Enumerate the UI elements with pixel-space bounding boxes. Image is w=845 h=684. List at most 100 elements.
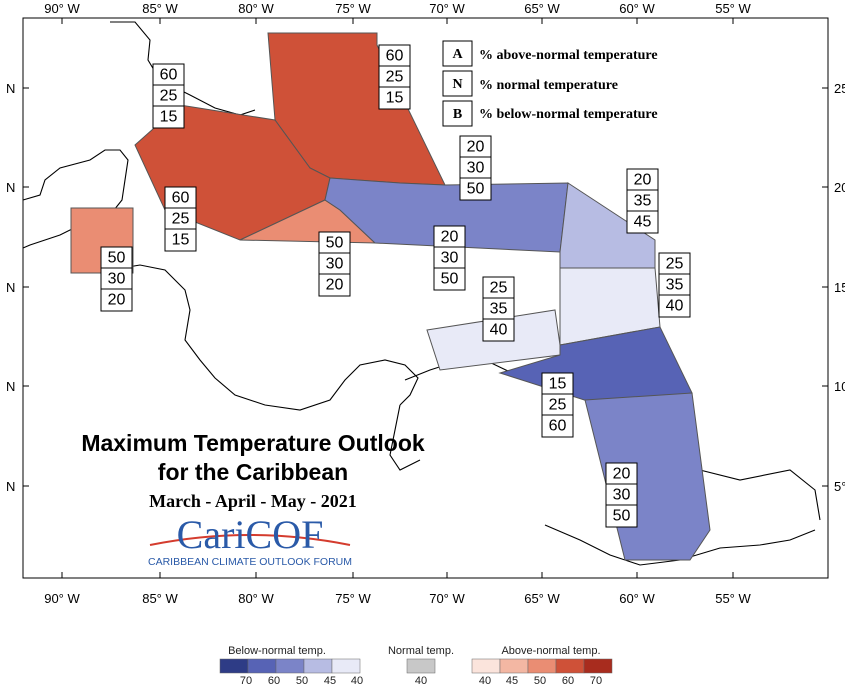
colorbar-tick: 45 [324, 675, 336, 684]
lat-label: 5° [834, 479, 845, 494]
colorbar-swatch [247, 658, 277, 674]
lat-label: 10° [834, 379, 845, 394]
prob-above: 60 [160, 67, 178, 84]
lon-labels-top: 90° W 85° W 80° W 75° W 70° W 65° W 60° … [44, 1, 751, 16]
prob-box-guianas: 20 30 50 [605, 462, 638, 528]
prob-above: 60 [386, 48, 404, 65]
prob-box-abc: 25 35 40 [482, 276, 515, 342]
prob-below: 50 [613, 508, 631, 525]
prob-box-bahamas: 60 25 15 [378, 44, 411, 110]
prob-above: 25 [666, 256, 684, 273]
colorbar-tick: 60 [562, 675, 574, 684]
prob-below: 45 [634, 214, 652, 231]
prob-below: 50 [467, 181, 485, 198]
prob-below: 15 [160, 109, 178, 126]
prob-box-jamaica: 50 30 20 [318, 231, 351, 297]
colorbar-tick: 70 [240, 675, 252, 684]
prob-below: 50 [441, 271, 459, 288]
lat-label: N [6, 81, 15, 96]
prob-above: 50 [326, 235, 344, 252]
prob-box-western-cuba: 60 25 15 [164, 186, 197, 252]
lon-label: 65° W [524, 591, 560, 606]
colorbar-normal-swatch [406, 658, 436, 674]
prob-normal: 25 [386, 69, 404, 86]
prob-below: 15 [386, 90, 404, 107]
colorbar-tick: 70 [590, 675, 602, 684]
graticule-ticks [23, 18, 828, 578]
prob-box-trinidad: 15 25 60 [541, 372, 574, 438]
prob-normal: 30 [326, 256, 344, 273]
logo-wordmark: CariCOF [177, 512, 324, 557]
lon-label: 90° W [44, 591, 80, 606]
colorbar-swatch [331, 658, 361, 674]
lon-label: 55° W [715, 1, 751, 16]
lat-label: N [6, 379, 15, 394]
colorbar-swatch [527, 658, 557, 674]
colorbar-swatch [471, 658, 501, 674]
logo-swoosh [149, 534, 351, 546]
colorbar-normal-label: Normal temp. [388, 645, 454, 657]
colorbar-swatch [303, 658, 333, 674]
lon-label: 85° W [142, 591, 178, 606]
prob-normal: 25 [160, 88, 178, 105]
prob-above: 20 [634, 172, 652, 189]
lon-labels-bottom: 90° W 85° W 80° W 75° W 70° W 65° W 60° … [44, 591, 751, 606]
lon-label: 80° W [238, 591, 274, 606]
lat-labels-right: 25° 20° 15° 10° 5° [834, 81, 845, 494]
colorbar-below-label: Below-normal temp. [228, 645, 326, 657]
prob-normal: 35 [490, 301, 508, 318]
prob-above: 60 [172, 190, 190, 207]
key-text-normal: % normal temperature [479, 78, 618, 93]
key-text-above: % above-normal temperature [479, 48, 658, 63]
colorbar-swatch [555, 658, 585, 674]
map-period: March - April - May - 2021 [149, 491, 357, 511]
lon-label: 80° W [238, 1, 274, 16]
logo-subtitle: CARIBBEAN CLIMATE OUTLOOK FORUM [148, 556, 352, 568]
lon-label: 85° W [142, 1, 178, 16]
prob-box-windward: 25 35 40 [658, 252, 691, 318]
prob-below: 20 [326, 277, 344, 294]
lat-labels-left: N N N N N [6, 81, 15, 494]
lat-label: N [6, 180, 15, 195]
lat-label: 20° [834, 180, 845, 195]
prob-below: 40 [666, 298, 684, 315]
prob-normal: 30 [467, 160, 485, 177]
colorbar-tick: 45 [506, 675, 518, 684]
colorbar-swatch [275, 658, 305, 674]
colorbar: Below-normal temp. Normal temp. Above-no… [219, 645, 613, 684]
central-america-coast [109, 264, 419, 411]
lat-label: 25° [834, 81, 845, 96]
colorbar-tick: 60 [268, 675, 280, 684]
lon-label: 60° W [619, 591, 655, 606]
prob-box-hispaniola-north: 20 30 50 [459, 135, 492, 201]
map-frame [22, 17, 829, 579]
lon-label: 65° W [524, 1, 560, 16]
prob-box-leeward: 20 35 45 [626, 168, 659, 234]
prob-normal: 30 [441, 250, 459, 267]
prob-below: 40 [490, 322, 508, 339]
lon-label: 55° W [715, 591, 751, 606]
key-text-below: % below-normal temperature [479, 107, 658, 122]
colorbar-below-swatches [219, 658, 361, 674]
lat-label: 15° [834, 280, 845, 295]
prob-normal: 35 [634, 193, 652, 210]
yucatan-coast [22, 149, 129, 249]
prob-below: 60 [549, 418, 567, 435]
colorbar-tick: 40 [415, 675, 427, 684]
colorbar-swatch [583, 658, 613, 674]
prob-above: 20 [613, 466, 631, 483]
lon-label: 70° W [429, 1, 465, 16]
prob-normal: 30 [613, 487, 631, 504]
prob-normal: 25 [172, 211, 190, 228]
map-title-line2: for the Caribbean [158, 459, 348, 485]
prob-normal: 35 [666, 277, 684, 294]
prob-below: 15 [172, 232, 190, 249]
colorbar-swatch [499, 658, 529, 674]
map-title-line1: Maximum Temperature Outlook [81, 430, 425, 456]
prob-above: 20 [467, 139, 485, 156]
probability-key: A % above-normal temperature N % normal … [442, 40, 658, 127]
lon-label: 70° W [429, 591, 465, 606]
prob-box-cuba: 60 25 15 [152, 63, 185, 129]
colorbar-tick: 50 [534, 675, 546, 684]
